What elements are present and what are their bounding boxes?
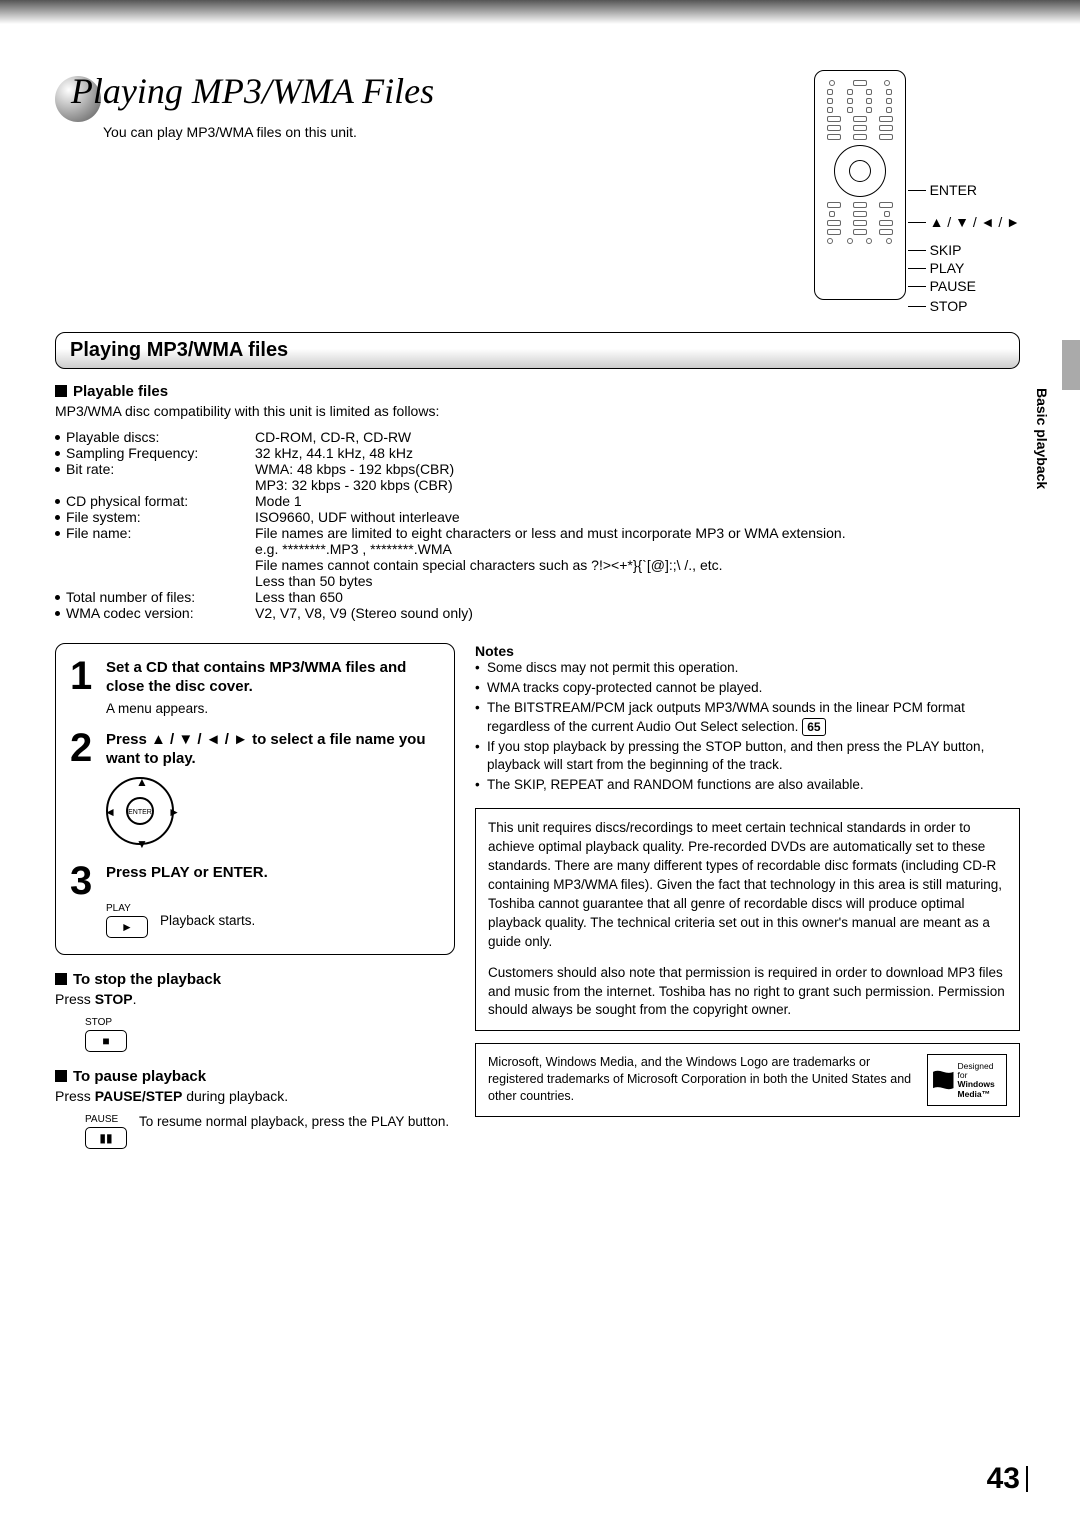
remote-label-pause: PAUSE bbox=[930, 278, 976, 294]
pause-text2: during playback. bbox=[182, 1088, 288, 1104]
spec-value: e.g. ********.MP3 , ********.WMA bbox=[255, 541, 1020, 557]
info-para-2: Customers should also note that permissi… bbox=[488, 964, 1007, 1021]
step-3-body: Playback starts. bbox=[160, 913, 255, 928]
spec-value: Mode 1 bbox=[255, 493, 1020, 509]
spec-table: Playable discs: CD-ROM, CD-R, CD-RW Sampl… bbox=[55, 429, 1020, 621]
spec-value: CD-ROM, CD-R, CD-RW bbox=[255, 429, 1020, 445]
windows-media-logo: Designed forWindowsMedia™ bbox=[927, 1054, 1007, 1106]
remote-label-stop: STOP bbox=[930, 298, 968, 314]
spec-label: File name: bbox=[66, 525, 131, 541]
note-item: Some discs may not permit this operation… bbox=[487, 659, 738, 677]
page-number: 43 bbox=[987, 1462, 1028, 1496]
stop-suffix: . bbox=[133, 991, 137, 1007]
steps-box: 1Set a CD that contains MP3/WMA files an… bbox=[55, 643, 455, 955]
step-1-body: A menu appears. bbox=[106, 701, 440, 716]
note-item: WMA tracks copy-protected cannot be play… bbox=[487, 679, 762, 697]
remote-label-arrows: ▲ / ▼ / ◄ / ► bbox=[930, 214, 1020, 230]
stop-heading: To stop the playback bbox=[73, 971, 221, 988]
step-2-title: Press ▲ / ▼ / ◄ / ► to select a file nam… bbox=[106, 730, 440, 769]
spec-value: V2, V7, V8, V9 (Stereo sound only) bbox=[255, 605, 1020, 621]
spec-label: Bit rate: bbox=[66, 461, 114, 477]
pause-btn-label: PAUSE bbox=[85, 1114, 139, 1125]
note-item: The BITSTREAM/PCM jack outputs MP3/WMA s… bbox=[487, 700, 965, 733]
note-item: The SKIP, REPEAT and RANDOM functions ar… bbox=[487, 776, 864, 794]
play-button-icon: ► bbox=[106, 916, 148, 938]
section-title: Playing MP3/WMA files bbox=[55, 332, 1020, 369]
stop-btn-label: STOP bbox=[85, 1017, 455, 1028]
spec-label: WMA codec version: bbox=[66, 605, 194, 621]
spec-value: File names are limited to eight characte… bbox=[255, 525, 1020, 541]
pause-button-icon: ▮▮ bbox=[85, 1127, 127, 1149]
spec-value: 32 kHz, 44.1 kHz, 48 kHz bbox=[255, 445, 1020, 461]
spec-label: File system: bbox=[66, 509, 141, 525]
step-num-1: 1 bbox=[70, 658, 100, 694]
pause-heading: To pause playback bbox=[73, 1068, 206, 1085]
remote-label-skip: SKIP bbox=[930, 242, 962, 258]
step-1-title: Set a CD that contains MP3/WMA files and… bbox=[106, 658, 440, 697]
info-para-1: This unit requires discs/recordings to m… bbox=[488, 819, 1007, 951]
spec-label: Sampling Frequency: bbox=[66, 445, 198, 461]
playable-heading: Playable files bbox=[73, 383, 168, 400]
pause-note: To resume normal playback, press the PLA… bbox=[139, 1114, 449, 1129]
side-gray-tab bbox=[1062, 340, 1080, 390]
page-title: Playing MP3/WMA Files bbox=[71, 71, 434, 111]
pause-text1: Press bbox=[55, 1088, 95, 1104]
step-num-3: 3 bbox=[70, 863, 100, 899]
remote-label-enter: ENTER bbox=[930, 182, 977, 198]
wm-line1: Designed for bbox=[958, 1062, 1003, 1081]
info-box: This unit requires discs/recordings to m… bbox=[475, 808, 1020, 1031]
play-btn-label: PLAY bbox=[106, 903, 160, 914]
remote-label-play: PLAY bbox=[930, 260, 965, 276]
spec-value: Less than 50 bytes bbox=[255, 573, 1020, 589]
page-subtitle: You can play MP3/WMA files on this unit. bbox=[103, 124, 814, 140]
stop-bold: STOP bbox=[95, 991, 133, 1007]
stop-button-icon: ■ bbox=[85, 1030, 127, 1052]
notes-heading: Notes bbox=[475, 643, 1020, 659]
spec-value: WMA: 48 kbps - 192 kbps(CBR) bbox=[255, 461, 1020, 477]
spec-label: Playable discs: bbox=[66, 429, 159, 445]
top-gradient bbox=[0, 0, 1080, 24]
spec-value: Less than 650 bbox=[255, 589, 1020, 605]
page-ref: 65 bbox=[802, 718, 825, 736]
note-item: If you stop playback by pressing the STO… bbox=[487, 738, 1020, 774]
pause-bold: PAUSE/STEP bbox=[95, 1088, 183, 1104]
spec-value: MP3: 32 kbps - 320 kbps (CBR) bbox=[255, 477, 1020, 493]
trademark-box: Microsoft, Windows Media, and the Window… bbox=[475, 1043, 1020, 1117]
playable-intro: MP3/WMA disc compatibility with this uni… bbox=[55, 402, 1020, 421]
remote-diagram: ENTER ▲ / ▼ / ◄ / ► SKIP PLAY PAUSE STOP bbox=[814, 70, 1020, 314]
spec-value: File names cannot contain special charac… bbox=[255, 557, 1020, 573]
stop-text: Press bbox=[55, 991, 95, 1007]
step-3-title: Press PLAY or ENTER. bbox=[106, 863, 268, 883]
spec-label: Total number of files: bbox=[66, 589, 195, 605]
dpad-icon: ENTER ▲ ▼ ◄ ► bbox=[106, 777, 178, 849]
trademark-text: Microsoft, Windows Media, and the Window… bbox=[488, 1054, 917, 1105]
wm-line3: Media™ bbox=[958, 1089, 991, 1099]
spec-value: ISO9660, UDF without interleave bbox=[255, 509, 1020, 525]
side-tab-label: Basic playback bbox=[1034, 388, 1050, 489]
spec-label: CD physical format: bbox=[66, 493, 188, 509]
step-num-2: 2 bbox=[70, 730, 100, 766]
